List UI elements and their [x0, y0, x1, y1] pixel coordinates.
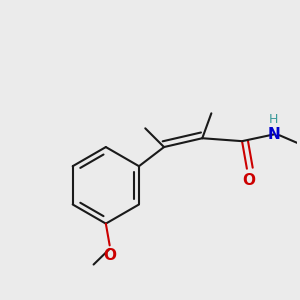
Text: O: O: [242, 173, 255, 188]
Text: N: N: [267, 127, 280, 142]
Text: H: H: [269, 113, 278, 126]
Text: O: O: [103, 248, 116, 263]
